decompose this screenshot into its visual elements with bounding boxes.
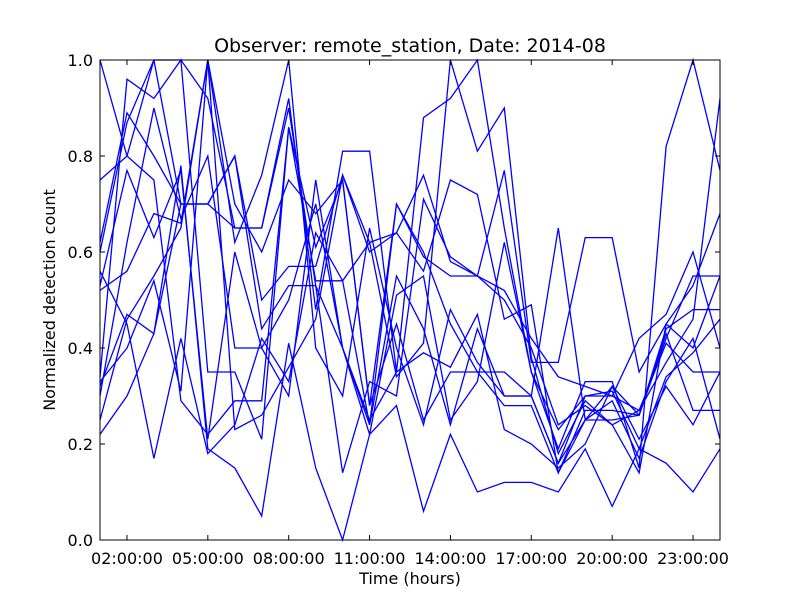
x-axis-label: Time (hours) xyxy=(358,569,461,588)
y-tick-label: 1.0 xyxy=(68,51,93,70)
plot-area-frame xyxy=(99,59,721,541)
y-tick-label: 0.8 xyxy=(68,147,93,166)
x-tick-label: 14:00:00 xyxy=(415,549,487,568)
series-line-5 xyxy=(99,58,721,456)
series-line-1 xyxy=(99,59,721,475)
y-tick-label: 0.2 xyxy=(68,435,93,454)
series-line-13 xyxy=(99,59,721,431)
x-tick-label: 17:00:00 xyxy=(495,549,567,568)
x-tick-label: 11:00:00 xyxy=(334,549,406,568)
y-tick-label: 0.6 xyxy=(68,243,93,262)
series-line-8 xyxy=(99,59,720,475)
series-line-6 xyxy=(99,230,721,465)
y-axis-label: Normalized detection count xyxy=(40,189,59,411)
series-line-7 xyxy=(99,165,721,543)
y-tick-label: 0.4 xyxy=(68,339,93,358)
x-tick-label: 20:00:00 xyxy=(576,549,648,568)
x-tick-label: 02:00:00 xyxy=(91,549,163,568)
series-line-11 xyxy=(99,107,721,451)
series-line-9 xyxy=(99,168,721,469)
series-layer xyxy=(99,57,721,543)
x-tick-label: 05:00:00 xyxy=(172,549,244,568)
series-line-12 xyxy=(99,111,720,476)
x-axis: 02:00:00 05:00:00 08:00:00 11:00:00 14:00:00… xyxy=(91,60,729,568)
chart-title: Observer: remote_station, Date: 2014-08 xyxy=(214,35,606,57)
y-tick-label: 0.0 xyxy=(68,531,93,550)
x-tick-label: 23:00:00 xyxy=(657,549,729,568)
x-tick-label: 08:00:00 xyxy=(253,549,325,568)
series-line-3 xyxy=(99,57,721,469)
y-axis: 0.0 0.2 0.4 0.6 0.8 1.0 xyxy=(68,51,720,550)
